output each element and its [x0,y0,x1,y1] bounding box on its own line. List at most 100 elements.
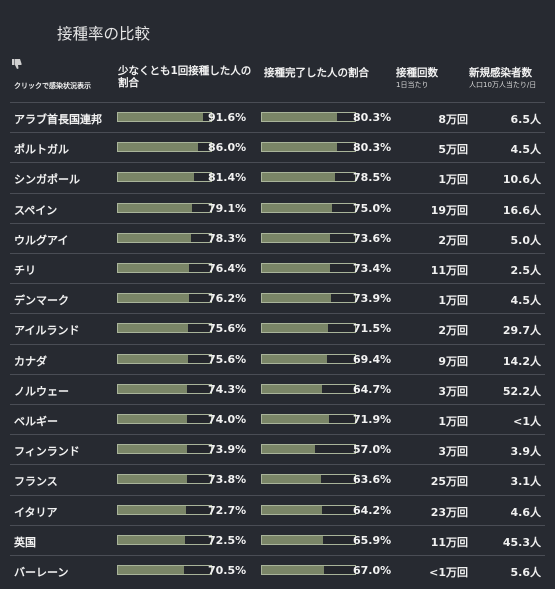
sort-toggle-label[interactable]: クリックで感染状況表示 [14,82,91,90]
fully-vaccinated-bar [261,444,356,455]
table-row[interactable]: ポルトガル 86.0% 80.3% 5万回 4.5人 [10,132,545,163]
fully-vaccinated-percent: 57.0% [353,443,392,457]
fully-vaccinated-percent: 73.6% [353,231,392,245]
one-dose-bar [117,263,212,273]
one-dose-bar-fill [118,475,187,484]
one-dose-percent: 78.3% [208,231,247,245]
fully-vaccinated-bar [261,202,356,213]
one-dose-bar [117,353,212,364]
one-dose-percent: 72.7% [208,503,247,517]
country-name: フランス [14,475,58,489]
table-row[interactable]: スペイン 79.1% 75.0% 19万回 16.6人 [10,192,545,224]
table-row[interactable]: カナダ 75.6% 69.4% 9万回 14.2人 [10,343,545,375]
daily-doses: 1万回 [438,173,468,187]
column-subheader-new-cases: 人口10万人当たり/日 [469,81,537,89]
fully-vaccinated-bar [261,353,356,364]
one-dose-bar [117,293,212,304]
table-row[interactable]: ノルウェー 74.3% 64.7% 3万回 52.2人 [10,373,545,405]
fully-vaccinated-percent: 63.6% [353,473,392,487]
fully-vaccinated-bar [261,565,356,575]
fully-vaccinated-percent: 67.0% [353,564,392,577]
one-dose-percent: 75.6% [208,322,247,336]
table-row[interactable]: アイルランド 75.6% 71.5% 2万回 29.7人 [10,313,545,344]
fully-vaccinated-percent: 80.3% [353,111,392,124]
daily-doses: 2万回 [438,233,468,247]
table-row[interactable]: ベルギー 74.0% 71.9% 1万回 <1人 [10,404,545,435]
fully-vaccinated-bar [261,112,356,122]
fully-vaccinated-bar-fill [262,324,329,333]
country-name: ノルウェー [14,384,69,398]
country-name: ポルトガル [14,143,69,157]
one-dose-bar-fill [118,324,189,333]
fully-vaccinated-percent: 64.2% [353,503,392,517]
one-dose-percent: 70.5% [208,564,247,577]
country-name: 英国 [14,535,36,549]
one-dose-bar-fill [118,173,194,182]
daily-doses: 19万回 [430,203,468,217]
table-row[interactable]: バーレーン 70.5% 67.0% <1万回 5.6人 [10,555,545,586]
fully-vaccinated-bar-fill [262,535,324,544]
new-cases: 2.5人 [510,264,542,277]
one-dose-percent: 72.5% [208,533,247,547]
page-title: 接種率の比較 [57,25,151,43]
table-row[interactable]: イタリア 72.7% 64.2% 23万回 4.6人 [10,494,545,526]
country-name: チリ [14,264,36,277]
country-name: アイルランド [14,324,80,338]
column-header-fully-vaccinated[interactable]: 接種完了した人の割合 [264,67,369,79]
one-dose-percent: 81.4% [208,171,247,185]
fully-vaccinated-bar-fill [262,384,323,393]
one-dose-bar [117,383,212,394]
new-cases: <1人 [513,415,541,428]
table-row[interactable]: チリ 76.4% 73.4% 11万回 2.5人 [10,253,545,284]
country-name: シンガポール [14,173,80,187]
one-dose-bar-fill [118,415,187,423]
one-dose-bar-fill [118,384,188,393]
fully-vaccinated-bar-fill [262,445,315,454]
one-dose-percent: 74.3% [208,382,247,396]
fully-vaccinated-percent: 69.4% [353,352,392,366]
fully-vaccinated-bar [261,323,356,334]
new-cases: 5.0人 [510,233,542,247]
new-cases: 3.1人 [510,475,542,489]
table-row[interactable]: アラブ首長国連邦 91.6% 80.3% 8万回 6.5人 [10,102,545,133]
one-dose-bar-fill [118,505,186,514]
daily-doses: 11万回 [430,535,468,549]
fully-vaccinated-percent: 71.9% [353,413,392,426]
fully-vaccinated-bar-fill [262,203,332,212]
table-row[interactable]: ウルグアイ 78.3% 73.6% 2万回 5.0人 [10,222,545,254]
table-row[interactable]: フィンランド 73.9% 57.0% 3万回 3.9人 [10,434,545,465]
country-name: スペイン [14,203,58,217]
table-row[interactable]: デンマーク 76.2% 73.9% 1万回 4.5人 [10,283,545,314]
fully-vaccinated-bar [261,293,356,304]
column-header-new-cases[interactable]: 新規感染者数 [469,67,532,79]
thumbs-down-icon[interactable] [12,59,22,69]
one-dose-bar [117,444,212,455]
fully-vaccinated-bar [261,232,356,243]
new-cases: 4.6人 [510,505,542,519]
new-cases: 52.2人 [502,384,541,398]
fully-vaccinated-percent: 73.9% [353,292,392,306]
fully-vaccinated-bar-fill [262,566,325,574]
country-name: ウルグアイ [14,233,69,247]
table-row[interactable]: 英国 72.5% 65.9% 11万回 45.3人 [10,524,545,556]
one-dose-bar [117,534,212,545]
country-name: フィンランド [14,445,80,459]
fully-vaccinated-bar-fill [262,264,331,272]
fully-vaccinated-bar [261,504,356,515]
column-header-doses[interactable]: 接種回数 [396,67,438,79]
table-row[interactable]: シンガポール 81.4% 78.5% 1万回 10.6人 [10,162,545,193]
fully-vaccinated-bar [261,383,356,394]
fully-vaccinated-percent: 78.5% [353,171,392,185]
table-row[interactable]: フランス 73.8% 63.6% 25万回 3.1人 [10,464,545,495]
fully-vaccinated-percent: 64.7% [353,382,392,396]
country-name: イタリア [14,505,58,519]
daily-doses: 1万回 [438,415,468,428]
daily-doses: 3万回 [438,445,468,459]
new-cases: 16.6人 [502,203,541,217]
one-dose-bar [117,142,212,153]
country-name: デンマーク [14,294,69,308]
column-header-one-dose[interactable]: 少なくとも1回接種した人の割合 [118,65,252,89]
one-dose-bar [117,112,212,122]
one-dose-percent: 74.0% [208,413,247,426]
fully-vaccinated-bar [261,142,356,153]
